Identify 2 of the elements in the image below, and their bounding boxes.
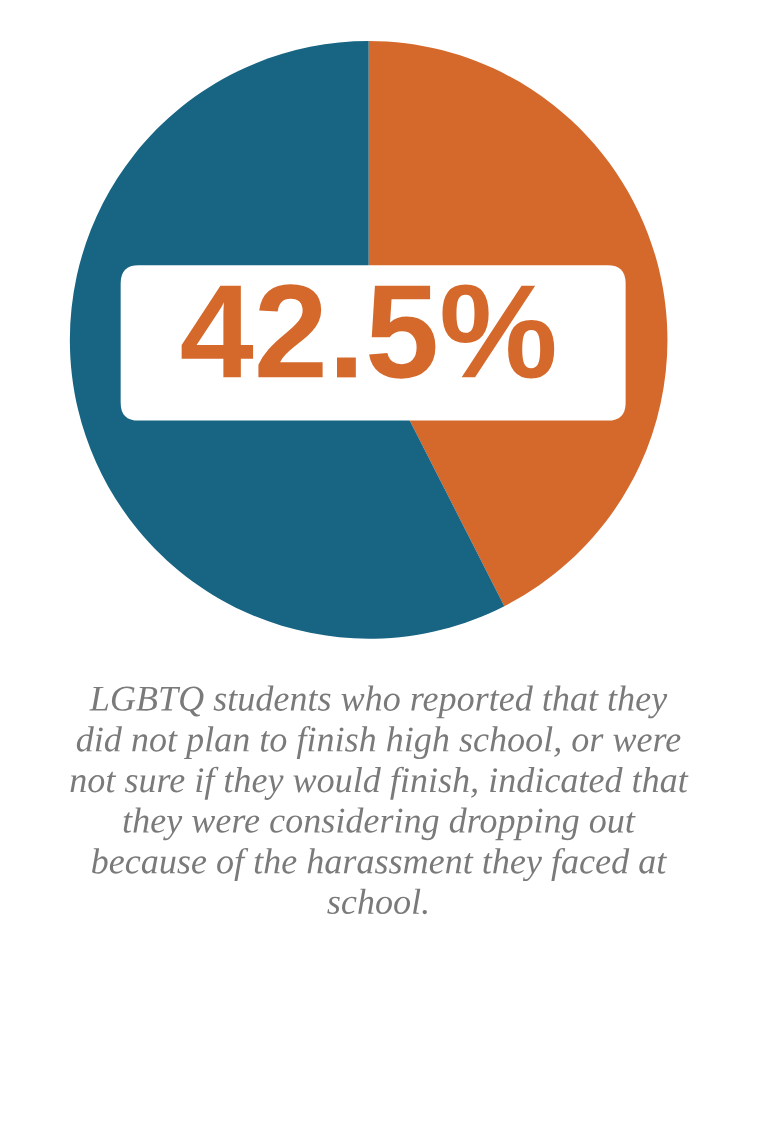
data-label: 42.5% [181,284,555,379]
text: LGBTQ students who reported that they did not plan to finish high school, or were not sure if they would finish, indicated that they were considering dropping out because of the harassment they faced at school. [70,685,689,915]
